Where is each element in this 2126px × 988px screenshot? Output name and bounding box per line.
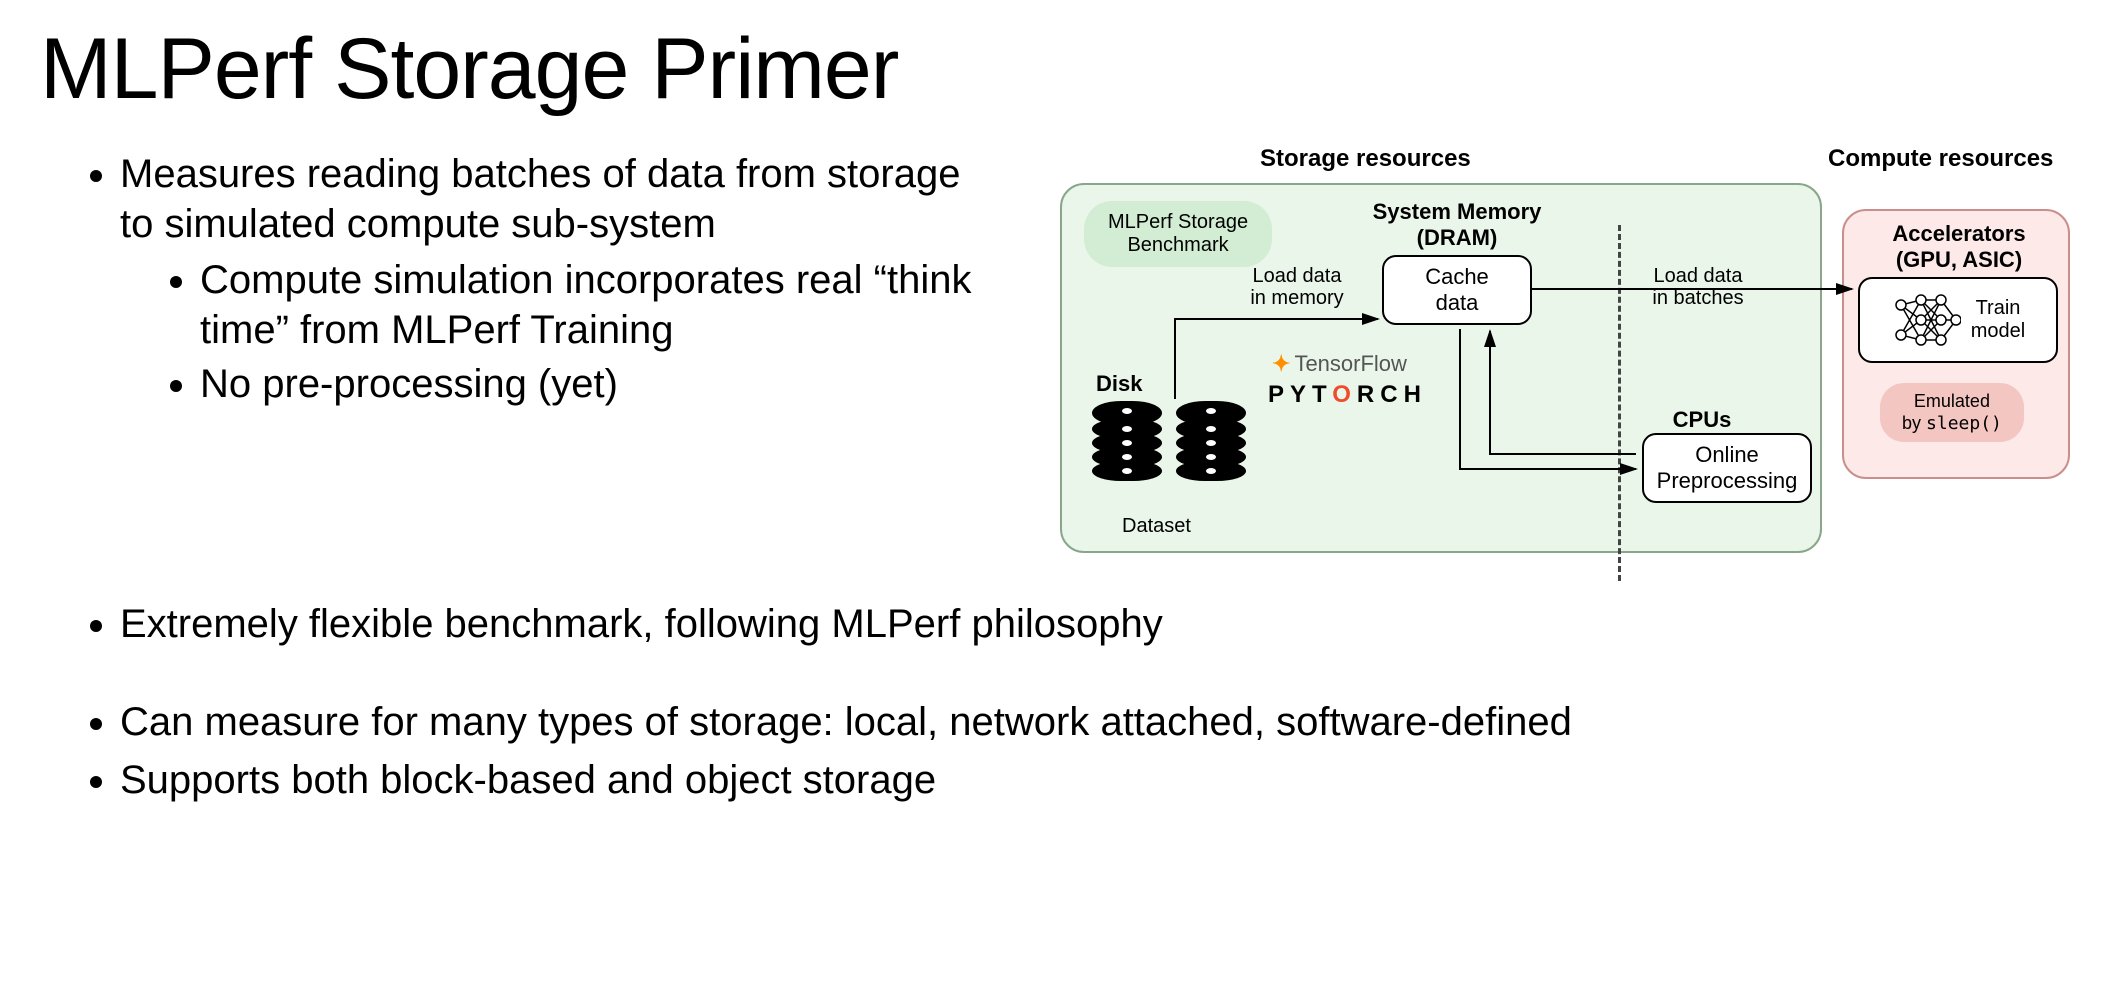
accel-l1: Accelerators [1892,221,2025,246]
train-model-box: Train model [1858,277,2058,363]
neural-network-icon [1891,290,1961,350]
accel-l2: (GPU, ASIC) [1896,247,2022,272]
pytorch-label: PYTORCH [1268,381,1427,409]
content-row: Measures reading batches of data from st… [0,129,2126,569]
benchmark-badge: MLPerf Storage Benchmark [1084,201,1272,267]
bullet-4: Supports both block-based and object sto… [120,755,2086,805]
storage-region-box: MLPerf Storage Benchmark System Memory (… [1060,183,1822,553]
emul-l1: Emulated [1914,391,1990,411]
bullet-1a: Compute simulation incorporates real “th… [200,255,1000,355]
edge-load-mem-l1: Load data [1253,265,1342,287]
pytorch-post: RCH [1357,381,1427,408]
mem-label-l1: System Memory [1373,199,1542,224]
cpu-box-l1: Online [1695,442,1759,468]
disk-stack-icon [1176,401,1246,475]
cpu-box-l2: Preprocessing [1657,468,1798,494]
pytorch-flame-icon: O [1332,381,1357,408]
tensorflow-label: ✦TensorFlow [1272,351,1407,377]
bullet-list-top: Measures reading batches of data from st… [40,149,1000,409]
slide-title: MLPerf Storage Primer [0,0,2126,129]
edge-load-memory-label: Load data in memory [1232,265,1362,309]
emulated-badge: Emulated by sleep() [1880,383,2024,442]
pytorch-pre: PYT [1268,381,1332,408]
right-column: Storage resources Compute resources MLPe… [1040,149,2086,569]
bullet-1-text: Measures reading batches of data from st… [120,152,960,246]
cache-data-box: Cache data [1382,255,1532,325]
cpu-label: CPUs [1662,407,1742,433]
tensorflow-icon: ✦ [1272,351,1290,376]
train-l1: Train [1976,297,2021,319]
compute-region-box: Accelerators (GPU, ASIC) [1842,209,2070,479]
disk-stack-icon [1092,401,1162,475]
benchmark-badge-l2: Benchmark [1127,234,1228,256]
bullet-1b: No pre-processing (yet) [200,359,1000,409]
edge-load-batch-l2: in batches [1652,287,1743,309]
emul-l2-mono: sleep() [1926,413,2002,434]
cpu-box: Online Preprocessing [1642,433,1812,503]
bullet-1: Measures reading batches of data from st… [120,149,1000,409]
tensorflow-text: TensorFlow [1294,351,1406,376]
bullet-3: Can measure for many types of storage: l… [120,697,2086,747]
edge-load-batches-label: Load data in batches [1628,265,1768,309]
edge-load-mem-l2: in memory [1250,287,1343,309]
mem-label-l2: (DRAM) [1417,225,1498,250]
edge-load-batch-l1: Load data [1654,265,1743,287]
accelerators-label: Accelerators (GPU, ASIC) [1864,221,2054,273]
dataset-label: Dataset [1122,515,1191,538]
left-column: Measures reading batches of data from st… [40,149,1040,569]
cache-l2: data [1436,290,1479,316]
compute-region-title: Compute resources [1828,145,2053,173]
architecture-diagram: Storage resources Compute resources MLPe… [1060,149,2080,569]
cache-l1: Cache [1425,264,1489,290]
bullet-list-bottom: Extremely flexible benchmark, following … [0,569,2126,805]
disk-label: Disk [1096,371,1142,397]
region-divider [1618,225,1621,581]
system-memory-label: System Memory (DRAM) [1362,199,1552,251]
bullet-2: Extremely flexible benchmark, following … [120,599,2086,649]
train-text: Train model [1971,297,2025,343]
sub-bullet-list: Compute simulation incorporates real “th… [120,255,1000,409]
storage-region-title: Storage resources [1260,145,1471,173]
emul-l2-pre: by [1902,413,1926,433]
train-l2: model [1971,320,2025,342]
disk-icon-group [1092,401,1246,475]
benchmark-badge-l1: MLPerf Storage [1108,211,1248,233]
